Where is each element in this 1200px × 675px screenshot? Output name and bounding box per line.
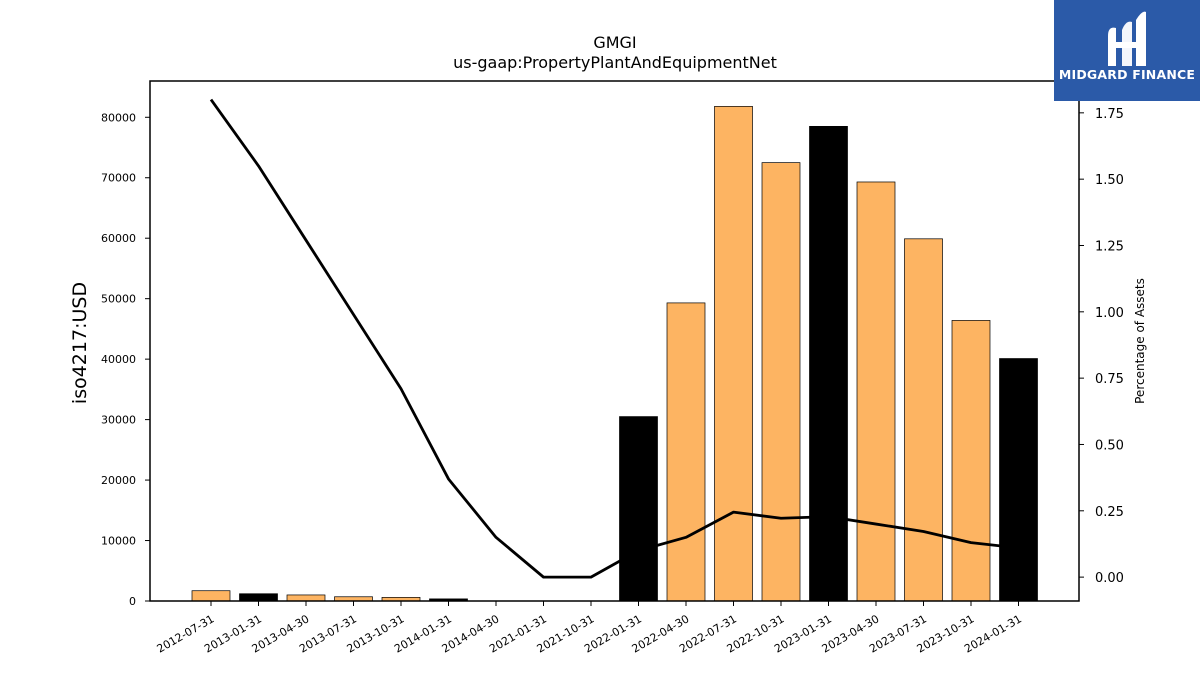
bar: [191, 590, 231, 602]
chart-subtitle: us-gaap:PropertyPlantAndEquipmentNet: [453, 53, 777, 72]
bar: [286, 594, 326, 602]
bar: [809, 125, 848, 602]
y-tick-label: 50000: [101, 293, 136, 306]
y-tick-label: 30000: [101, 414, 136, 427]
y-tick-label: 40000: [101, 353, 136, 366]
y-tick-label: 10000: [101, 535, 136, 548]
line-group: [209, 98, 1019, 579]
y-right-tick-label: 0.75: [1095, 372, 1124, 387]
y-axis-label: iso4217:USD: [69, 282, 91, 404]
y-right-tick-label: 1.50: [1095, 173, 1124, 188]
y-right-tick-label: 1.25: [1095, 239, 1124, 254]
axes: 0 10000 20000 30000 40000 50000 60000 70000 8000…: [101, 80, 1124, 656]
y-tick-label: 80000: [101, 111, 136, 124]
bar: [619, 416, 658, 602]
series-line: [209, 98, 1019, 579]
bar: [856, 181, 896, 602]
bar: [904, 238, 943, 602]
y-right-tick-label: 1.75: [1095, 107, 1124, 122]
bar: [714, 106, 753, 602]
bar: [951, 320, 991, 602]
bar: [761, 162, 801, 602]
bar: [666, 302, 706, 602]
bar: [999, 358, 1038, 602]
bar: [239, 593, 278, 602]
y-axis-right-label: Percentage of Assets: [1133, 278, 1147, 404]
y-right-tick-label: 0.00: [1095, 571, 1124, 586]
bar-group: [191, 106, 1038, 602]
y-right-tick-label: 1.00: [1095, 306, 1124, 321]
logo-text: MIDGARD FINANCE: [1058, 67, 1196, 82]
midgard-finance-logo: MIDGARD FINANCE: [1054, 0, 1200, 101]
y-tick-label: 60000: [101, 232, 136, 245]
y-right-tick-label: 0.25: [1095, 505, 1124, 520]
plot-frame: [149, 80, 1080, 602]
chart-title: GMGI: [593, 33, 636, 52]
logo-mark-icon: [1108, 11, 1146, 66]
y-tick-label: 70000: [101, 172, 136, 185]
y-tick-label: 0: [129, 595, 136, 608]
y-tick-label: 20000: [101, 474, 136, 487]
y-right-tick-label: 0.50: [1095, 438, 1124, 453]
